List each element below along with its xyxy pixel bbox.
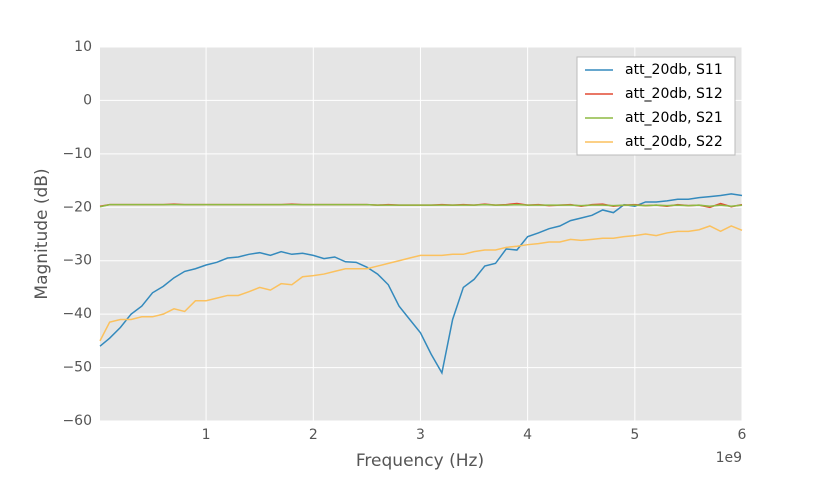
series-line — [99, 225, 743, 342]
x-tick-label: 5 — [630, 427, 639, 443]
legend-label: att_20db, S11 — [625, 62, 723, 78]
series-line — [99, 193, 743, 376]
x-offset-label: 1e9 — [716, 450, 742, 466]
y-tick-label: −20 — [62, 199, 92, 215]
legend-label: att_20db, S21 — [625, 110, 723, 126]
y-tick-label: −10 — [62, 146, 92, 162]
x-tick-label: 1 — [202, 427, 211, 443]
y-tick-label: 10 — [74, 39, 92, 55]
y-tick-label: −60 — [62, 413, 92, 429]
x-tick-label: 3 — [416, 427, 425, 443]
legend-box — [576, 56, 736, 156]
x-tick-label: 4 — [523, 427, 532, 443]
y-tick-label: 0 — [83, 92, 92, 108]
y-axis-label: Magnitude (dB) — [32, 168, 52, 299]
y-tick-label: −30 — [62, 253, 92, 269]
x-axis-label: Frequency (Hz) — [356, 451, 484, 471]
legend-label: att_20db, S12 — [625, 86, 723, 102]
x-tick-label: 6 — [738, 427, 747, 443]
series-line — [99, 203, 743, 208]
x-tick-label: 2 — [309, 427, 318, 443]
y-tick-label: −50 — [62, 360, 92, 376]
y-tick-label: −40 — [62, 306, 92, 322]
legend-label: att_20db, S22 — [625, 134, 723, 150]
